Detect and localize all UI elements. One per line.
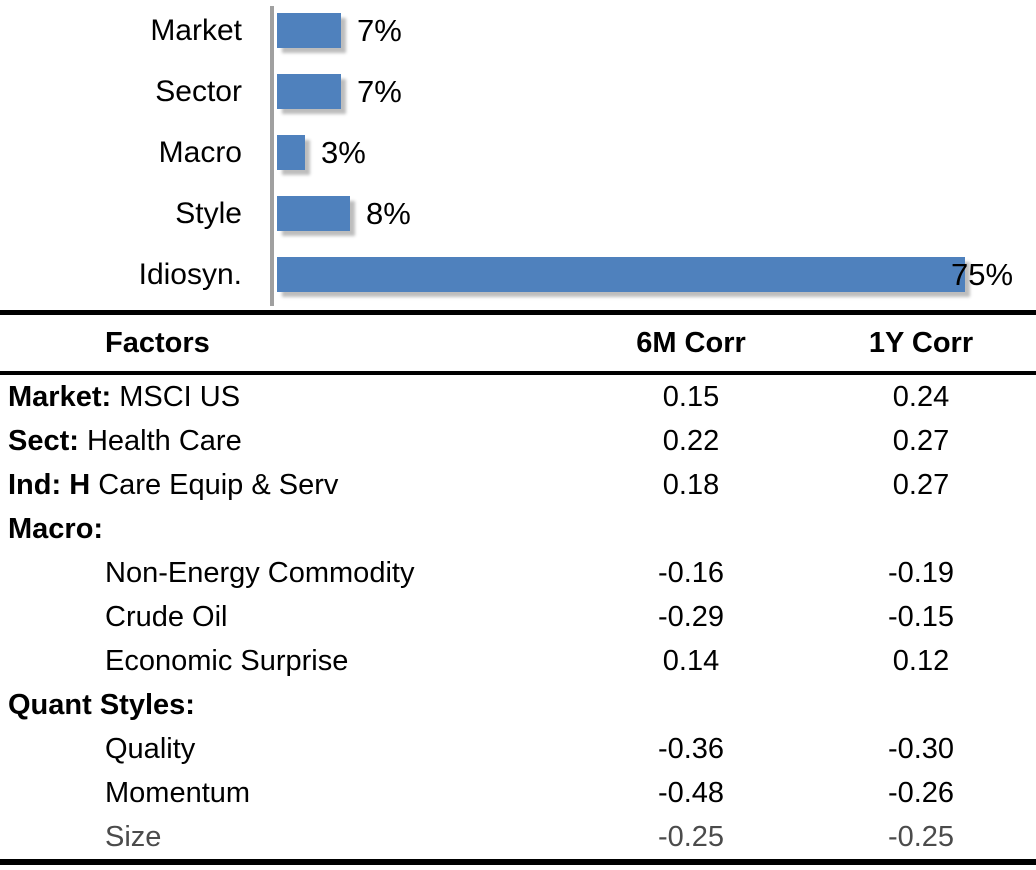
table-row: Quality -0.36 -0.30 bbox=[0, 727, 1036, 771]
chart-category-label: Sector bbox=[155, 74, 242, 108]
cell-factor: Momentum bbox=[0, 776, 576, 809]
factor-correlation-table: Factors 6M Corr 1Y Corr Market: MSCI US … bbox=[0, 310, 1036, 865]
chart-bar-track: 7% bbox=[277, 74, 1036, 109]
factor-prefix: Quant Styles: bbox=[8, 688, 195, 721]
cell-factor: Economic Surprise bbox=[0, 644, 576, 677]
cell-1y-corr: 0.24 bbox=[892, 380, 950, 413]
table-row: Non-Energy Commodity -0.16 -0.19 bbox=[0, 551, 1036, 595]
cell-factor: Size bbox=[0, 820, 576, 853]
cell-factor: Quality bbox=[0, 732, 576, 765]
table-row: Sect: Health Care 0.22 0.27 bbox=[0, 419, 1036, 463]
cell-factor: Market: MSCI US bbox=[0, 380, 576, 413]
cell-1y-corr: 0.27 bbox=[892, 468, 950, 501]
column-header-6m-corr: 6M Corr bbox=[636, 326, 746, 359]
cell-6m-corr: 0.14 bbox=[662, 644, 720, 677]
factor-name: Non-Energy Commodity bbox=[105, 556, 415, 589]
cell-6m-corr: -0.25 bbox=[657, 820, 725, 853]
chart-bar-row: Style 8% bbox=[0, 183, 1036, 244]
cell-factor: Macro: bbox=[0, 512, 576, 545]
chart-bar-track: 75% bbox=[277, 257, 1036, 292]
chart-bar-row: Sector 7% bbox=[0, 61, 1036, 122]
column-header-factors: Factors bbox=[105, 326, 210, 359]
chart-bar bbox=[277, 135, 305, 170]
table-row: Crude Oil -0.29 -0.15 bbox=[0, 595, 1036, 639]
chart-bar-value-label: 8% bbox=[366, 196, 411, 231]
factor-name: Momentum bbox=[105, 776, 251, 809]
cell-1y-corr: -0.19 bbox=[887, 556, 955, 589]
cell-factor: Quant Styles: bbox=[0, 688, 576, 721]
table-body: Market: MSCI US 0.15 0.24 Sect: Health C… bbox=[0, 375, 1036, 859]
cell-6m-corr: 0.22 bbox=[662, 424, 720, 457]
factor-prefix: Ind: H bbox=[8, 468, 91, 501]
factor-prefix: Sect: bbox=[8, 424, 79, 457]
cell-1y-corr: -0.15 bbox=[887, 600, 955, 633]
chart-category-label: Market bbox=[150, 13, 242, 47]
chart-bar bbox=[277, 196, 350, 231]
table-row: Size -0.25 -0.25 bbox=[0, 815, 1036, 859]
chart-bar-row: Market 7% bbox=[0, 0, 1036, 61]
chart-bar-value-label: 75% bbox=[951, 257, 1014, 292]
chart-category-label: Style bbox=[175, 196, 242, 230]
table-row: Macro: bbox=[0, 507, 1036, 551]
factor-name: Care Equip & Serv bbox=[90, 468, 339, 501]
chart-category-label: Macro bbox=[158, 135, 242, 169]
factor-name: Economic Surprise bbox=[105, 644, 349, 677]
table-row: Ind: H Care Equip & Serv 0.18 0.27 bbox=[0, 463, 1036, 507]
chart-bar-value-label: 7% bbox=[357, 13, 402, 48]
table-row: Quant Styles: bbox=[0, 683, 1036, 727]
factor-name: Quality bbox=[105, 732, 196, 765]
cell-6m-corr: -0.29 bbox=[657, 600, 725, 633]
table-header-row: Factors 6M Corr 1Y Corr bbox=[0, 315, 1036, 375]
factor-name: Size bbox=[105, 820, 162, 853]
cell-factor: Ind: H Care Equip & Serv bbox=[0, 468, 576, 501]
factor-prefix: Macro: bbox=[8, 512, 104, 545]
chart-bar-row: Macro 3% bbox=[0, 122, 1036, 183]
column-header-1y-corr: 1Y Corr bbox=[868, 326, 974, 359]
cell-6m-corr: -0.16 bbox=[657, 556, 725, 589]
cell-1y-corr: -0.25 bbox=[887, 820, 955, 853]
cell-6m-corr: 0.15 bbox=[662, 380, 720, 413]
table-row: Momentum -0.48 -0.26 bbox=[0, 771, 1036, 815]
factor-name: Health Care bbox=[78, 424, 242, 457]
cell-6m-corr: -0.48 bbox=[657, 776, 725, 809]
factor-name: Crude Oil bbox=[105, 600, 228, 633]
chart-bar bbox=[277, 257, 965, 292]
cell-1y-corr: 0.12 bbox=[892, 644, 950, 677]
chart-category-label: Idiosyn. bbox=[138, 257, 242, 291]
chart-bar-row: Idiosyn. 75% bbox=[0, 244, 1036, 305]
cell-factor: Non-Energy Commodity bbox=[0, 556, 576, 589]
cell-6m-corr: 0.18 bbox=[662, 468, 720, 501]
chart-bar-track: 7% bbox=[277, 13, 1036, 48]
risk-decomposition-bar-chart: Market 7% Sector 7% Macro 3% Style 8% Id… bbox=[0, 0, 1036, 310]
table-row: Market: MSCI US 0.15 0.24 bbox=[0, 375, 1036, 419]
chart-bar bbox=[277, 13, 341, 48]
chart-axis-line bbox=[270, 6, 274, 306]
chart-bar-value-label: 7% bbox=[357, 74, 402, 109]
cell-6m-corr: -0.36 bbox=[657, 732, 725, 765]
table-row: Economic Surprise 0.14 0.12 bbox=[0, 639, 1036, 683]
cell-factor: Crude Oil bbox=[0, 600, 576, 633]
cell-factor: Sect: Health Care bbox=[0, 424, 576, 457]
cell-1y-corr: 0.27 bbox=[892, 424, 950, 457]
cell-1y-corr: -0.26 bbox=[887, 776, 955, 809]
chart-bar bbox=[277, 74, 341, 109]
chart-bar-track: 8% bbox=[277, 196, 1036, 231]
factor-prefix: Market: bbox=[8, 380, 112, 413]
chart-bar-track: 3% bbox=[277, 135, 1036, 170]
chart-bar-value-label: 3% bbox=[321, 135, 366, 170]
factor-name: MSCI US bbox=[111, 380, 241, 413]
cell-1y-corr: -0.30 bbox=[887, 732, 955, 765]
